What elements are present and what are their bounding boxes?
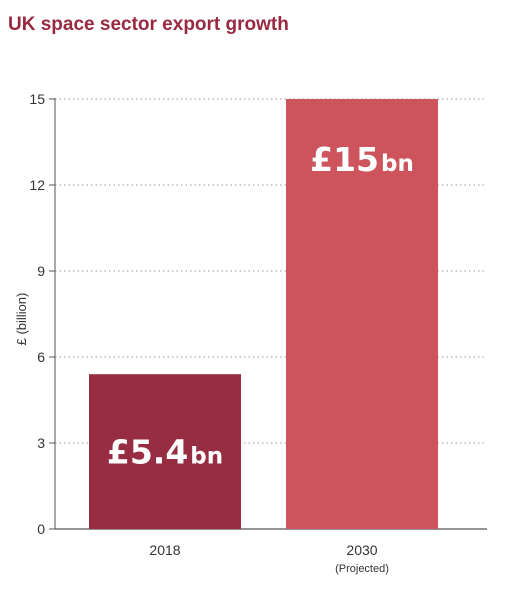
bar-value-unit: bn bbox=[190, 444, 223, 470]
bar-value-label: £5.4bn bbox=[107, 433, 223, 472]
y-tick-label: 0 bbox=[37, 521, 45, 537]
x-axis-labels: 2018 2030 (Projected) bbox=[149, 542, 388, 575]
bar-value-unit: bn bbox=[381, 151, 414, 177]
y-tick-label: 12 bbox=[29, 177, 45, 193]
bar-value-label: £15bn bbox=[310, 140, 414, 179]
y-axis-ticks: 0 3 6 9 12 15 bbox=[29, 91, 55, 537]
bars: £5.4bn£15bn bbox=[89, 99, 438, 529]
chart-title: UK space sector export growth bbox=[8, 14, 289, 35]
bar-value-amount: £5.4 bbox=[107, 433, 188, 472]
y-tick-label: 15 bbox=[29, 91, 45, 107]
x-tick-label: 2018 bbox=[149, 542, 180, 558]
y-axis-label: £ (billion) bbox=[14, 293, 29, 346]
bar-2018 bbox=[89, 374, 241, 529]
bar-2030 bbox=[286, 99, 438, 529]
y-tick-label: 9 bbox=[37, 263, 45, 279]
y-tick-label: 6 bbox=[37, 349, 45, 365]
y-tick-label: 3 bbox=[37, 435, 45, 451]
x-tick-label: 2030 bbox=[346, 542, 377, 558]
bar-value-amount: £15 bbox=[310, 140, 379, 179]
x-tick-sublabel: (Projected) bbox=[335, 563, 389, 575]
